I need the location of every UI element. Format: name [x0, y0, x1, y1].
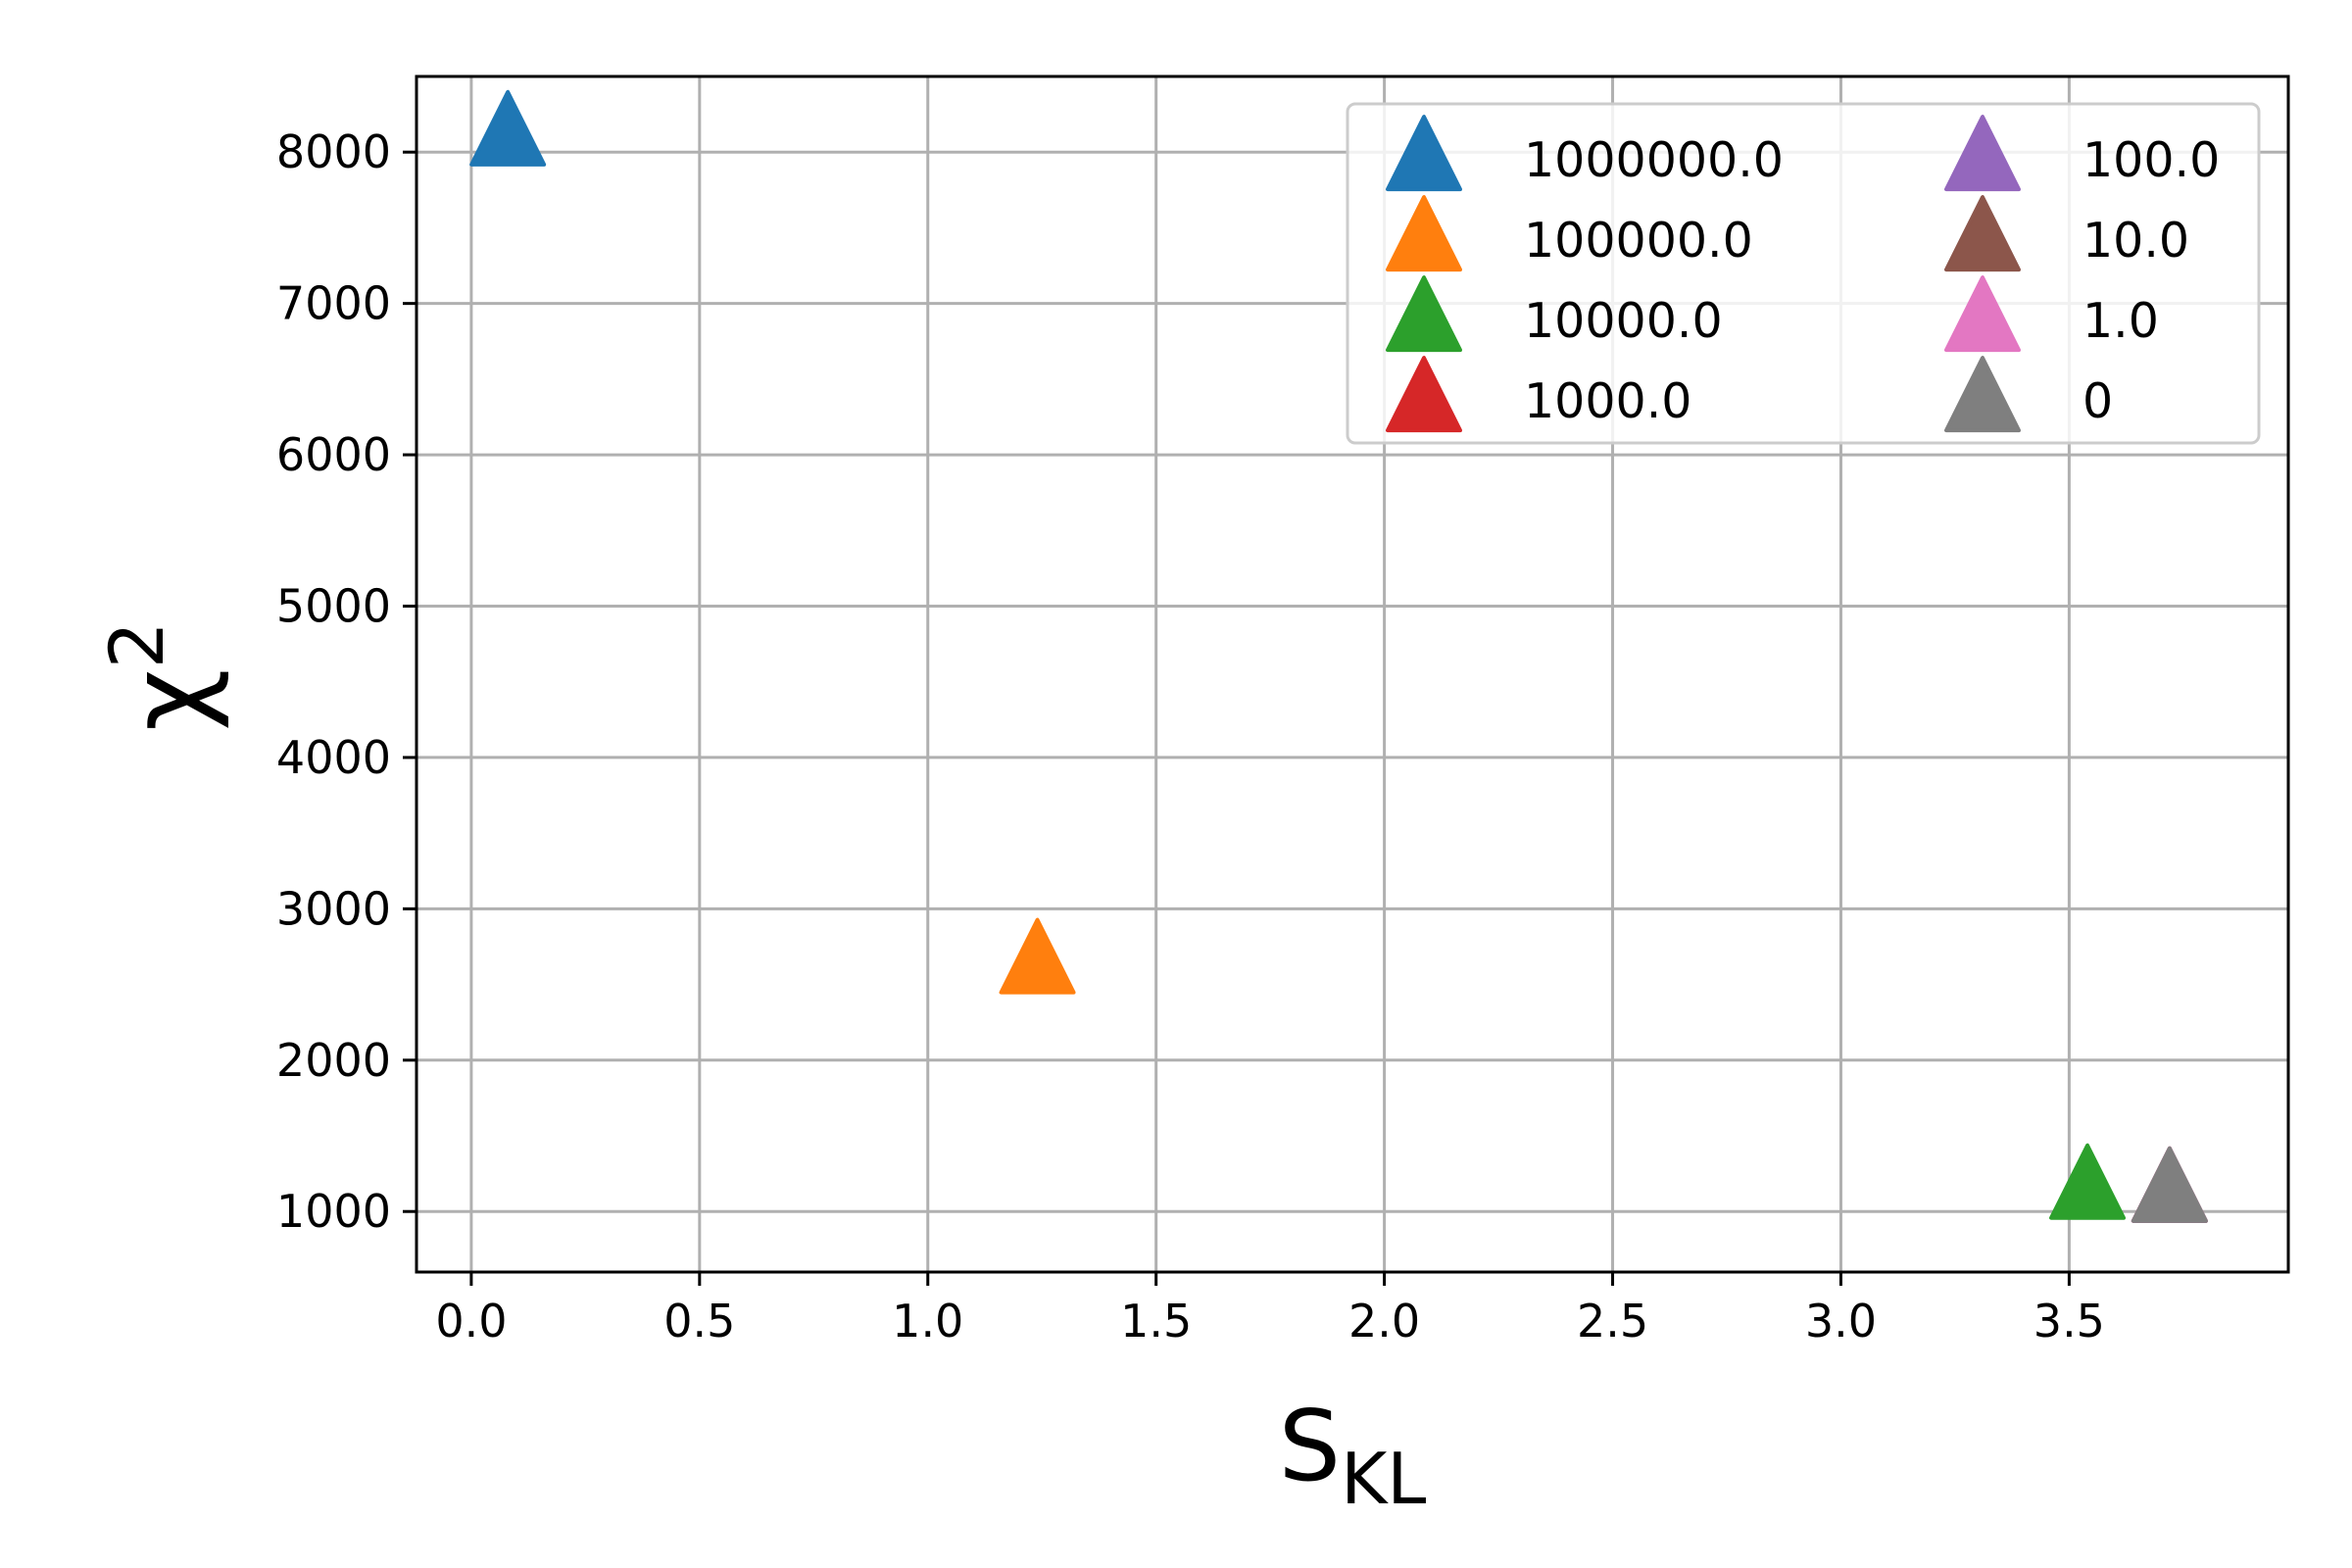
y-axis-label: χ2: [93, 621, 231, 731]
x-tick-label: 3.5: [2034, 1295, 2105, 1348]
y-tick-label: 3000: [276, 882, 391, 935]
data-points: [469, 89, 2208, 1223]
legend-marker: [1386, 356, 1462, 433]
x-tick-label: 0.0: [435, 1295, 507, 1348]
legend-marker: [1944, 195, 2021, 272]
y-tick-label: 8000: [276, 125, 391, 178]
legend-label: 100.0: [2082, 132, 2220, 188]
x-tick-label: 1.5: [1120, 1295, 1192, 1348]
axes: 0.0 0.5 1.0 1.5 2.0 2.5 3.0 3.5 1000 2000 3000 4000…: [93, 74, 2290, 1520]
legend: 1000000.0 100000.0 10000.0 1000.0 100.0 10.0 1…: [1346, 102, 2261, 445]
legend-marker: [1386, 275, 1462, 353]
x-tick-label: 2.0: [1348, 1295, 1420, 1348]
x-tick-label: 3.0: [1805, 1295, 1877, 1348]
legend-marker: [1944, 275, 2021, 353]
legend-marker: [1944, 356, 2021, 433]
legend-label: 1000.0: [1524, 373, 1691, 429]
legend-label: 10000.0: [1524, 293, 1723, 349]
legend-label: 1000000.0: [1524, 132, 1784, 188]
y-tick-label: 4000: [276, 731, 391, 784]
legend-marker: [1944, 115, 2021, 192]
x-tick-label: 0.5: [663, 1295, 735, 1348]
legend-label: 100000.0: [1524, 213, 1753, 269]
legend-label: 10.0: [2082, 213, 2189, 269]
data-point: [2131, 1146, 2208, 1223]
x-tick-label: 2.5: [1577, 1295, 1648, 1348]
data-point: [469, 89, 547, 167]
legend-label: 0: [2082, 373, 2113, 429]
y-tick-label: 7000: [276, 277, 391, 330]
legend-label: 1.0: [2082, 293, 2159, 349]
legend-marker: [1386, 195, 1462, 272]
x-tick-label: 1.0: [892, 1295, 963, 1348]
data-point: [999, 917, 1076, 995]
legend-marker: [1386, 115, 1462, 192]
y-tick-label: 1000: [276, 1185, 391, 1238]
plot-frame: [415, 74, 2290, 1274]
y-tick-label: 5000: [276, 580, 391, 633]
legend-frame: [1346, 102, 2261, 445]
data-point: [2049, 1143, 2127, 1220]
y-tick-label: 2000: [276, 1034, 391, 1087]
x-axis-label: SKL: [1279, 1389, 1427, 1520]
y-tick-label: 6000: [276, 428, 391, 481]
